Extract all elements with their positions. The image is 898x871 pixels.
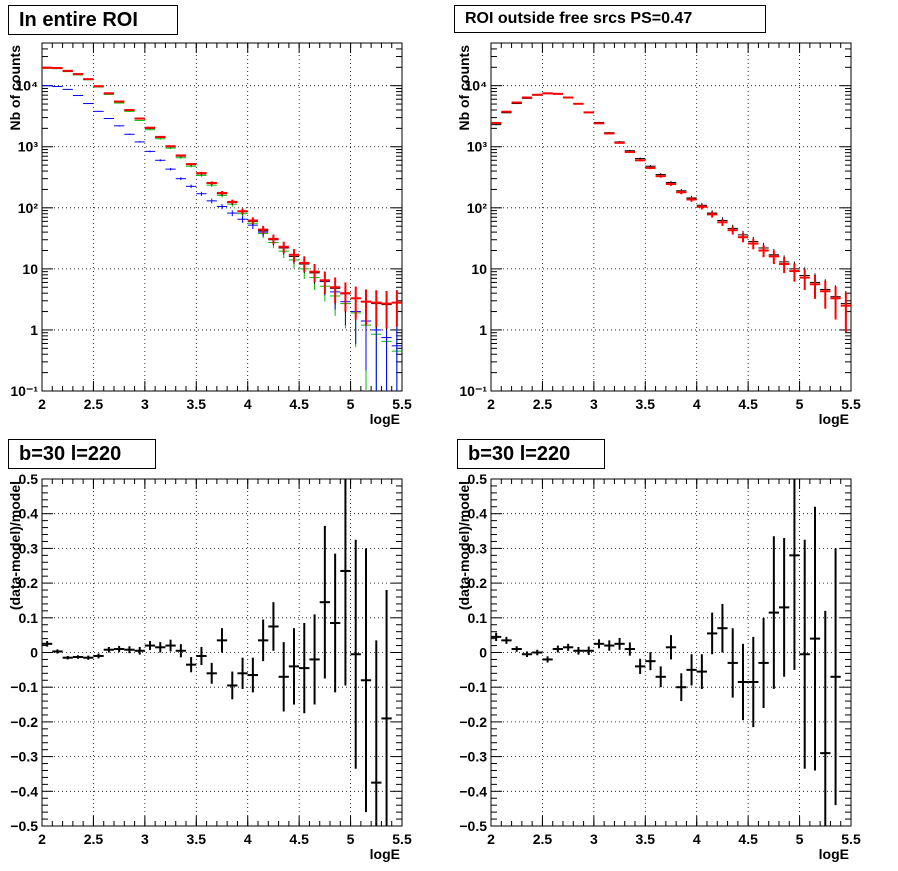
x-tick-label: 3 bbox=[141, 831, 149, 847]
series-black bbox=[491, 479, 841, 826]
y-tick-label: −0.2 bbox=[459, 714, 487, 730]
x-tick-label: 3.5 bbox=[187, 396, 207, 412]
x-tick-label: 2.5 bbox=[84, 831, 104, 847]
x-tick-label: 5 bbox=[347, 831, 355, 847]
y-tick-label: −0.5 bbox=[10, 818, 38, 834]
y-axis-label: (data-model)/model bbox=[456, 481, 472, 610]
x-tick-label: 5 bbox=[347, 396, 355, 412]
series-red bbox=[491, 92, 851, 333]
y-tick-label: 10³ bbox=[467, 139, 488, 155]
chart-title: In entire ROI bbox=[8, 5, 178, 35]
y-tick-label: −0.2 bbox=[10, 714, 38, 730]
x-axis-label: logE bbox=[819, 846, 849, 862]
series-black bbox=[42, 479, 392, 826]
x-axis-label: logE bbox=[370, 846, 400, 862]
y-tick-label: 0.3 bbox=[19, 540, 39, 556]
chart-panel-residuals-left: 2 2.5 3 3.5 4 4.5 5 5.5 logE −0.5 −0.4 −0.3 −0.2 −0.1… bbox=[0, 435, 449, 871]
y-tick-label: 10² bbox=[467, 200, 488, 216]
x-tick-label: 5 bbox=[796, 831, 804, 847]
x-tick-label: 4 bbox=[244, 396, 252, 412]
x-axis-label: logE bbox=[370, 411, 400, 427]
y-tick-label: 10² bbox=[18, 200, 39, 216]
x-tick-label: 4.5 bbox=[738, 396, 758, 412]
y-tick-label: −0.4 bbox=[459, 783, 487, 799]
x-tick-label: 3.5 bbox=[636, 396, 656, 412]
y-tick-label: 0.4 bbox=[468, 506, 488, 522]
y-tick-label: 0.1 bbox=[468, 610, 488, 626]
y-tick-label: −0.3 bbox=[459, 749, 487, 765]
series-blue bbox=[42, 85, 402, 391]
x-tick-label: 5.5 bbox=[841, 396, 861, 412]
chart-title: ROI outside free srcs PS=0.47 bbox=[454, 5, 766, 33]
y-tick-label: 1 bbox=[479, 322, 487, 338]
x-tick-label: 2 bbox=[487, 396, 495, 412]
y-tick-label: 10⁻¹ bbox=[10, 383, 38, 399]
x-tick-label: 2.5 bbox=[84, 396, 104, 412]
y-tick-label: 0.4 bbox=[19, 506, 39, 522]
chart-title: b=30 l=220 bbox=[8, 439, 156, 469]
x-tick-label: 2 bbox=[487, 831, 495, 847]
x-tick-label: 4.5 bbox=[289, 831, 309, 847]
y-axis-label: Nb of counts bbox=[456, 45, 472, 131]
chart-panel-counts-outside-srcs: 2 2.5 3 3.5 4 4.5 5 5.5 logE 10⁻¹ 1 10 10² 10³ 10⁴ Nb o… bbox=[449, 0, 898, 435]
x-tick-label: 2 bbox=[38, 396, 46, 412]
chart-title: b=30 l=220 bbox=[457, 439, 605, 469]
y-tick-label: 0.2 bbox=[19, 575, 39, 591]
y-tick-label: 0.5 bbox=[19, 471, 39, 487]
y-tick-label: 10³ bbox=[18, 139, 39, 155]
y-tick-label: 0 bbox=[479, 645, 487, 661]
y-tick-label: 0 bbox=[30, 645, 38, 661]
y-tick-label: 10 bbox=[471, 261, 487, 277]
y-tick-label: 10⁻¹ bbox=[459, 383, 487, 399]
y-axis-label: Nb of counts bbox=[7, 45, 23, 131]
x-tick-label: 4 bbox=[693, 831, 701, 847]
y-tick-label: 0.1 bbox=[19, 610, 39, 626]
x-tick-label: 5.5 bbox=[841, 831, 861, 847]
y-tick-label: −0.5 bbox=[459, 818, 487, 834]
series-red bbox=[42, 66, 402, 329]
y-tick-label: −0.1 bbox=[459, 679, 487, 695]
x-tick-label: 2.5 bbox=[533, 831, 553, 847]
plot-frame bbox=[490, 42, 852, 392]
x-tick-label: 2.5 bbox=[533, 396, 553, 412]
y-tick-label: 0.5 bbox=[468, 471, 488, 487]
x-tick-label: 3 bbox=[141, 396, 149, 412]
x-tick-label: 4 bbox=[244, 831, 252, 847]
y-tick-label: −0.3 bbox=[10, 749, 38, 765]
chart-panel-residuals-right: 2 2.5 3 3.5 4 4.5 5 5.5 logE −0.5 −0.4 −0.3 −0.2 −0.1… bbox=[449, 435, 898, 871]
series-black bbox=[491, 93, 851, 329]
y-tick-label: −0.4 bbox=[10, 783, 38, 799]
x-tick-label: 3 bbox=[590, 396, 598, 412]
y-tick-label: 10⁴ bbox=[16, 78, 39, 94]
y-tick-label: 0.3 bbox=[468, 540, 488, 556]
y-tick-label: 0.2 bbox=[468, 575, 488, 591]
series-green bbox=[42, 67, 402, 391]
x-tick-label: 4.5 bbox=[289, 396, 309, 412]
y-tick-label: −0.1 bbox=[10, 679, 38, 695]
x-tick-label: 3.5 bbox=[187, 831, 207, 847]
x-tick-label: 4.5 bbox=[738, 831, 758, 847]
x-tick-label: 4 bbox=[693, 396, 701, 412]
chart-panel-counts-entire-roi: 2 2.5 3 3.5 4 4.5 5 5.5 logE 10⁻¹ 1 10 10² 10³ 10⁴ Nb o… bbox=[0, 0, 449, 435]
x-tick-label: 5.5 bbox=[392, 396, 412, 412]
x-tick-label: 3 bbox=[590, 831, 598, 847]
x-axis-label: logE bbox=[819, 411, 849, 427]
x-tick-label: 5 bbox=[796, 396, 804, 412]
y-tick-label: 10 bbox=[22, 261, 38, 277]
y-tick-label: 10⁴ bbox=[465, 78, 488, 94]
y-axis-label: (data-model)/model bbox=[7, 481, 23, 610]
plot-frame bbox=[41, 42, 403, 392]
series-black bbox=[42, 67, 402, 331]
x-tick-label: 3.5 bbox=[636, 831, 656, 847]
y-tick-label: 1 bbox=[30, 322, 38, 338]
x-tick-label: 2 bbox=[38, 831, 46, 847]
x-tick-label: 5.5 bbox=[392, 831, 412, 847]
